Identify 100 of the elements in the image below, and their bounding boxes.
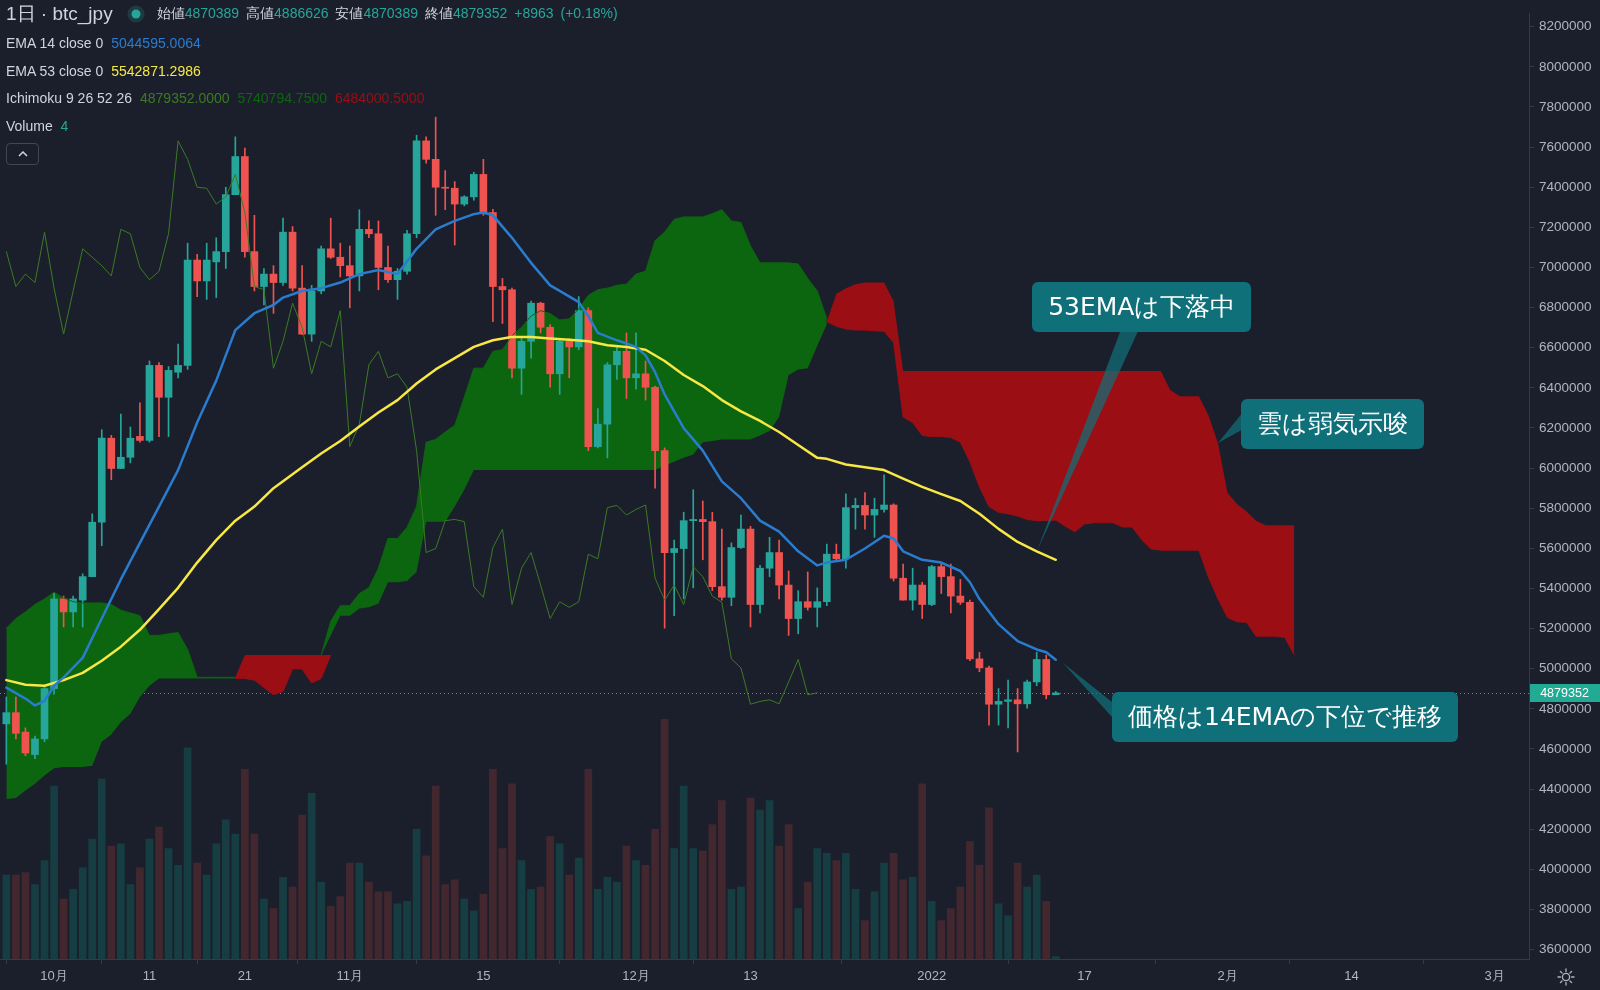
annotation: Volume 4 — [6, 117, 69, 134]
y-tick-label: 6800000 — [1539, 299, 1592, 315]
bar — [422, 855, 430, 959]
y-tick-label: 8200000 — [1539, 18, 1592, 34]
bar — [269, 908, 278, 959]
bar — [498, 848, 507, 959]
y-tick-label: 4000000 — [1539, 861, 1592, 877]
x-tick-label: 15 — [476, 968, 491, 984]
bar — [241, 769, 249, 959]
bar — [927, 901, 936, 959]
bar — [870, 891, 879, 959]
bar — [384, 891, 392, 959]
bar — [651, 829, 659, 959]
y-tick-label: 6000000 — [1539, 459, 1592, 475]
candlestick — [1004, 679, 1012, 729]
bar — [670, 848, 678, 959]
bar — [937, 920, 946, 959]
bar — [260, 898, 268, 959]
bar — [279, 877, 287, 959]
bar — [1013, 862, 1022, 959]
bar — [880, 862, 888, 959]
bar — [555, 843, 564, 959]
bar — [31, 884, 39, 959]
bar — [59, 898, 68, 959]
y-tick-label: 7000000 — [1539, 259, 1592, 275]
bar — [994, 903, 1003, 959]
annotation: EMA 14 close 0 5044595.0064 — [6, 35, 201, 51]
bar — [21, 872, 30, 959]
y-tick-label: 4800000 — [1539, 700, 1592, 716]
bar — [40, 860, 49, 959]
bar — [985, 807, 993, 959]
candlestick — [565, 338, 574, 379]
x-tick-label: 12月 — [622, 968, 650, 984]
bar — [641, 865, 650, 959]
bar — [145, 838, 154, 959]
y-tick-label: 8000000 — [1539, 58, 1592, 74]
x-tick-label: 3月 — [1484, 968, 1505, 984]
bar — [822, 853, 831, 959]
x-tick-label: 21 — [237, 968, 253, 984]
bar — [527, 889, 535, 959]
bar — [374, 891, 383, 959]
bar — [1023, 886, 1031, 959]
bar — [431, 785, 440, 959]
x-tick-label: 10月 — [40, 968, 68, 984]
bar — [298, 814, 306, 959]
candlestick — [880, 474, 888, 513]
y-tick-label: 7400000 — [1539, 178, 1592, 194]
bar — [317, 881, 326, 959]
bar — [288, 886, 297, 959]
bar — [1004, 915, 1012, 959]
y-tick-label: 3600000 — [1539, 941, 1592, 957]
candlestick — [441, 170, 450, 211]
bar — [718, 800, 726, 959]
bar — [889, 853, 898, 959]
bar — [966, 841, 974, 959]
chart-title: 1日 · btc_jpy — [6, 2, 113, 27]
bar — [450, 879, 459, 959]
bar — [69, 889, 77, 959]
bar — [546, 836, 554, 959]
text: 始値4870389 高値4886626 安値4870389 終値4879352 +8963 (+0.18%) — [156, 5, 618, 21]
bar — [345, 862, 354, 959]
bar — [737, 886, 745, 959]
bar — [479, 893, 488, 959]
candlestick — [803, 571, 812, 611]
y-tick-label: 5600000 — [1539, 540, 1592, 556]
bar — [460, 898, 469, 959]
bar — [164, 848, 173, 959]
bar — [250, 833, 259, 959]
x-tick-label: 2月 — [1217, 968, 1238, 984]
y-tick-label: 5000000 — [1539, 660, 1592, 676]
bar — [765, 800, 774, 959]
bar — [183, 747, 192, 959]
x-tick-label: 17 — [1077, 968, 1092, 984]
bar — [1042, 901, 1051, 959]
bar — [365, 881, 373, 959]
bar — [861, 920, 869, 959]
bar — [842, 853, 850, 959]
bar — [803, 881, 812, 959]
bar — [355, 862, 364, 959]
bar — [412, 829, 421, 959]
y-tick-label: 6200000 — [1539, 419, 1592, 435]
y-tick-label: 3800000 — [1539, 901, 1592, 917]
bar — [565, 874, 574, 959]
candlestick — [136, 402, 144, 443]
bar — [918, 783, 927, 959]
bar — [155, 826, 163, 959]
ref-line-label: 4879352 — [1540, 685, 1589, 700]
bar — [947, 908, 955, 959]
bar — [117, 843, 125, 959]
bar — [470, 910, 478, 959]
y-tick-label: 6400000 — [1539, 379, 1592, 395]
y-tick-label: 4200000 — [1539, 820, 1592, 836]
bar — [756, 809, 764, 959]
candlestick — [632, 332, 640, 390]
y-tick-label: 6600000 — [1539, 339, 1592, 355]
x-tick-label: 13 — [743, 968, 758, 984]
bar — [613, 881, 621, 959]
annotation: EMA 53 close 0 5542871.2986 — [6, 62, 201, 79]
bar — [574, 857, 583, 959]
bar — [2, 874, 11, 959]
